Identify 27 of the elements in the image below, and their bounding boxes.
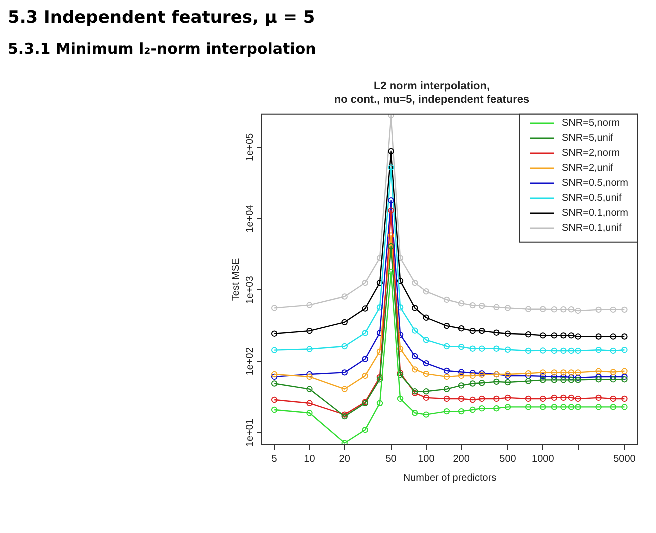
x-tick-label: 10 [304, 454, 316, 465]
x-tick-label: 20 [339, 454, 351, 465]
legend-label: SNR=0.5,norm [562, 178, 628, 190]
x-tick-label: 200 [453, 454, 470, 465]
legend-label: SNR=0.1,norm [562, 208, 628, 220]
text: 5.3 Independent features, μ = 5 [8, 8, 316, 28]
x-tick-label: 5000 [614, 454, 636, 465]
y-tick-label: 1e+05 [244, 132, 256, 162]
y-tick-label: 1e+02 [244, 347, 256, 376]
x-tick-label: 5 [272, 454, 278, 465]
y-tick-label: 1e+04 [244, 204, 256, 233]
y-tick-label: 1e+03 [244, 276, 256, 304]
legend-label: SNR=2,unif [562, 163, 614, 174]
x-tick-label: 1000 [532, 454, 555, 465]
legend-label: SNR=2,norm [562, 148, 620, 160]
x-tick-label: 100 [418, 454, 436, 465]
y-axis-title: Test MSE [230, 258, 242, 302]
legend-label: SNR=0.1,unif [562, 223, 622, 234]
legend-label: SNR=5,norm [562, 118, 620, 130]
chart-title: L2 norm interpolation, no cont., mu=5, independent features [334, 80, 530, 106]
x-tick-label: 50 [386, 454, 398, 465]
text: 5.3.1 Minimum l₂-norm interpolation [8, 40, 318, 58]
x-axis-title: Number of predictors [403, 472, 497, 484]
legend-label: SNR=0.5,unif [562, 193, 622, 204]
x-tick-label: 500 [500, 454, 517, 465]
legend-label: SNR=5,unif [562, 133, 614, 144]
y-tick-label: 1e+01 [244, 418, 256, 448]
